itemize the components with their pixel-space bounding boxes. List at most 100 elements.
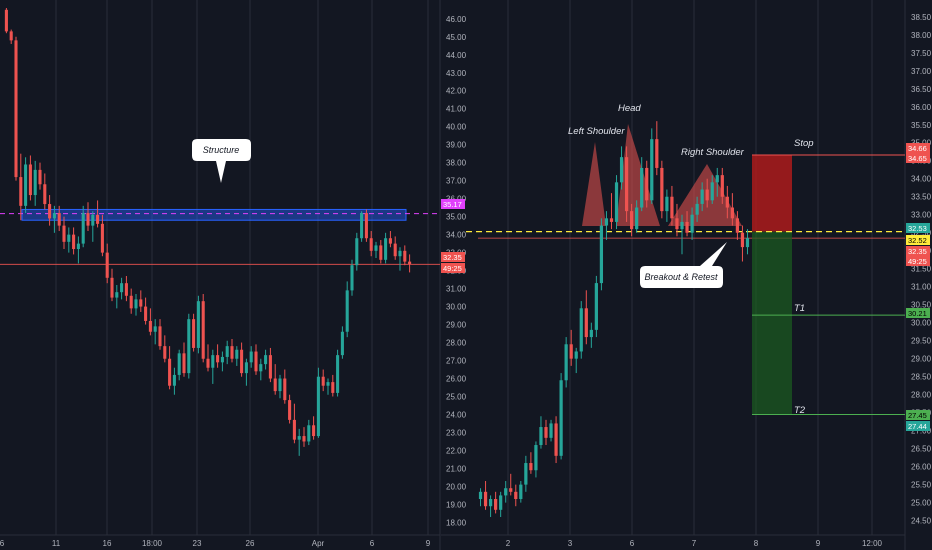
x-tick-label: 23 [193, 539, 202, 548]
candle-body [604, 218, 609, 226]
candle-body [524, 463, 528, 485]
price-tag-label: 49:25 [908, 257, 927, 266]
y-tick-label: 30.00 [446, 303, 467, 312]
candle-body [172, 374, 176, 386]
x-tick-label: 2 [506, 539, 511, 548]
y-tick-label: 40.00 [446, 123, 467, 132]
price-tag-label: 32.53 [908, 224, 927, 233]
candle-body [584, 308, 588, 338]
candle-body [316, 376, 320, 437]
price-tag-label: 32.35 [443, 253, 462, 262]
right-shoulder-fill [668, 164, 742, 226]
t1-label: T1 [794, 303, 805, 314]
y-tick-label: 45.00 [446, 33, 467, 42]
candle-body [220, 356, 224, 363]
candle-body [43, 184, 47, 205]
candle-body [177, 353, 181, 375]
y-tick-label: 26.00 [446, 375, 467, 384]
price-tag-label: 35.17 [443, 200, 462, 209]
candle-body [705, 189, 709, 201]
candle-body [745, 238, 750, 248]
price-tag [906, 421, 930, 431]
y-tick-label: 24.50 [911, 517, 932, 526]
y-tick-label: 46.00 [446, 15, 467, 24]
y-tick-label: 38.00 [446, 159, 467, 168]
candle-body [364, 213, 368, 239]
candle-body [700, 189, 704, 204]
candle-body [158, 326, 162, 347]
structure-callout [192, 139, 251, 183]
y-tick-label: 31.00 [446, 285, 467, 294]
y-tick-label: 32.50 [911, 229, 932, 238]
y-tick-label: 35.50 [911, 121, 932, 130]
x-tick-label: 18:00 [142, 539, 163, 548]
candle-body [403, 250, 407, 262]
x-tick-label: Apr [312, 539, 325, 548]
candle-body [619, 157, 624, 183]
x-tick-label: 26 [246, 539, 255, 548]
y-tick-label: 25.00 [911, 499, 932, 508]
right-shoulder-label: Right Shoulder [681, 147, 745, 158]
y-tick-label: 26.50 [911, 445, 932, 454]
price-tag [906, 256, 930, 266]
candle-body [254, 351, 258, 372]
candle-body [278, 378, 282, 392]
candle-body [230, 346, 234, 359]
y-tick-label: 21.00 [446, 464, 467, 473]
x-tick-label: 7 [692, 539, 697, 548]
candle-body [559, 380, 563, 456]
candle-body [19, 177, 23, 206]
candle-body [153, 326, 157, 332]
candle-body [105, 252, 109, 278]
candle-body [564, 344, 568, 381]
candle-body [514, 491, 518, 500]
candle-body [379, 245, 383, 260]
target-zone [752, 231, 792, 415]
price-tag [906, 308, 930, 318]
candle-body [268, 355, 272, 379]
candle-body [408, 261, 412, 265]
price-tag-label: 34.66 [908, 144, 927, 153]
y-tick-label: 43.00 [446, 69, 467, 78]
candle-body [48, 204, 52, 219]
y-tick-label: 20.00 [446, 482, 467, 491]
candle-body [534, 445, 538, 471]
x-tick-label: 11 [52, 539, 61, 548]
candle-body [14, 40, 18, 178]
candle-body [483, 491, 488, 507]
candle-body [609, 218, 614, 222]
candle-body [72, 234, 76, 250]
breakout-callout [640, 242, 727, 288]
candle-body [509, 488, 513, 492]
price-tag [906, 153, 930, 163]
x-tick-label: 6 [370, 539, 375, 548]
y-tick-label: 41.00 [446, 105, 467, 114]
y-tick-label: 34.00 [911, 175, 932, 184]
candle-body [163, 346, 167, 359]
candle-body [544, 427, 548, 438]
candle-body [725, 196, 729, 208]
structure-label: Structure [203, 145, 240, 155]
y-tick-label: 31.00 [911, 283, 932, 292]
candle-body [249, 351, 253, 363]
candle-body [360, 213, 364, 239]
candle-body [393, 243, 397, 257]
price-tag-label: 32.35 [908, 247, 927, 256]
y-tick-label: 30.00 [911, 319, 932, 328]
structure-zone [21, 208, 407, 221]
candle-body [340, 331, 344, 356]
price-tag [906, 143, 930, 153]
candle-body [235, 349, 239, 359]
candle-body [336, 355, 340, 393]
candle-body [645, 167, 649, 201]
candle-body [273, 378, 277, 392]
y-tick-label: 37.00 [911, 67, 932, 76]
candle-body [148, 320, 152, 332]
candle-body [38, 169, 42, 185]
candle-body [695, 203, 699, 215]
candle-body [554, 423, 558, 456]
candle-body [182, 353, 186, 374]
candle-body [201, 301, 205, 359]
candle-body [369, 238, 373, 251]
candle-body [730, 207, 734, 219]
